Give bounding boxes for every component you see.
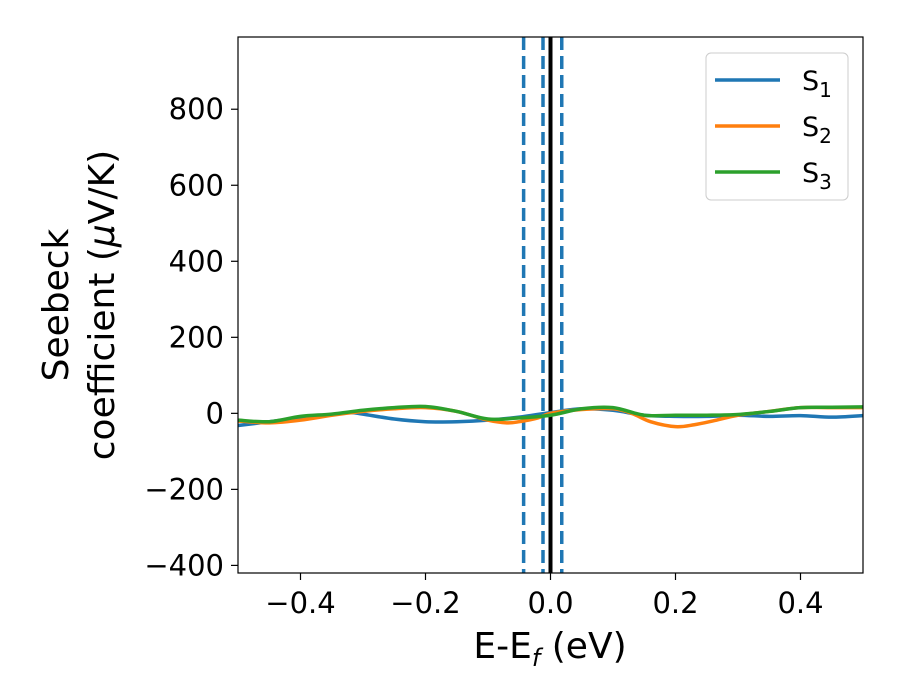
series-lines — [238, 404, 863, 429]
legend-label-s1: S1 — [802, 66, 832, 102]
y-axis-title-unit: V/K) — [82, 150, 123, 224]
x-axis-title-unit: (eV) — [540, 626, 626, 667]
y-axis-title-line1: Seebeck — [36, 228, 77, 381]
y-tick-label: −400 — [144, 548, 224, 582]
x-tick-label: 0.0 — [527, 586, 573, 620]
legend-label-s2: S2 — [802, 112, 832, 148]
legend-label-s3: S3 — [802, 158, 832, 194]
y-tick-label: 600 — [169, 168, 224, 202]
y-tick-label: 800 — [169, 92, 224, 126]
x-tick-label: −0.4 — [265, 586, 335, 620]
y-axis-title-mu: μ — [82, 224, 123, 248]
x-axis-title: E-Ef (eV) — [473, 626, 626, 672]
y-tick-label: 0 — [206, 396, 224, 430]
y-tick-label: 400 — [169, 244, 224, 278]
x-tick-label: 0.4 — [777, 586, 823, 620]
legend: S1 S2 S3 — [705, 52, 849, 201]
y-axis-ticks: −400 −200 0 200 400 600 800 — [144, 92, 238, 582]
y-tick-label: −200 — [144, 472, 224, 506]
x-tick-label: 0.2 — [652, 586, 698, 620]
x-tick-label: −0.2 — [390, 586, 460, 620]
y-tick-label: 200 — [169, 320, 224, 354]
x-axis-title-main: E-E — [473, 626, 531, 667]
y-axis-title-line2: coefficient (μV/K) — [82, 150, 123, 460]
y-axis-title-line2-text: coefficient ( — [82, 247, 123, 460]
vertical-lines — [521, 37, 564, 573]
x-axis-ticks: −0.4 −0.2 0.0 0.2 0.4 — [265, 573, 824, 620]
series-line-s3 — [238, 404, 863, 424]
